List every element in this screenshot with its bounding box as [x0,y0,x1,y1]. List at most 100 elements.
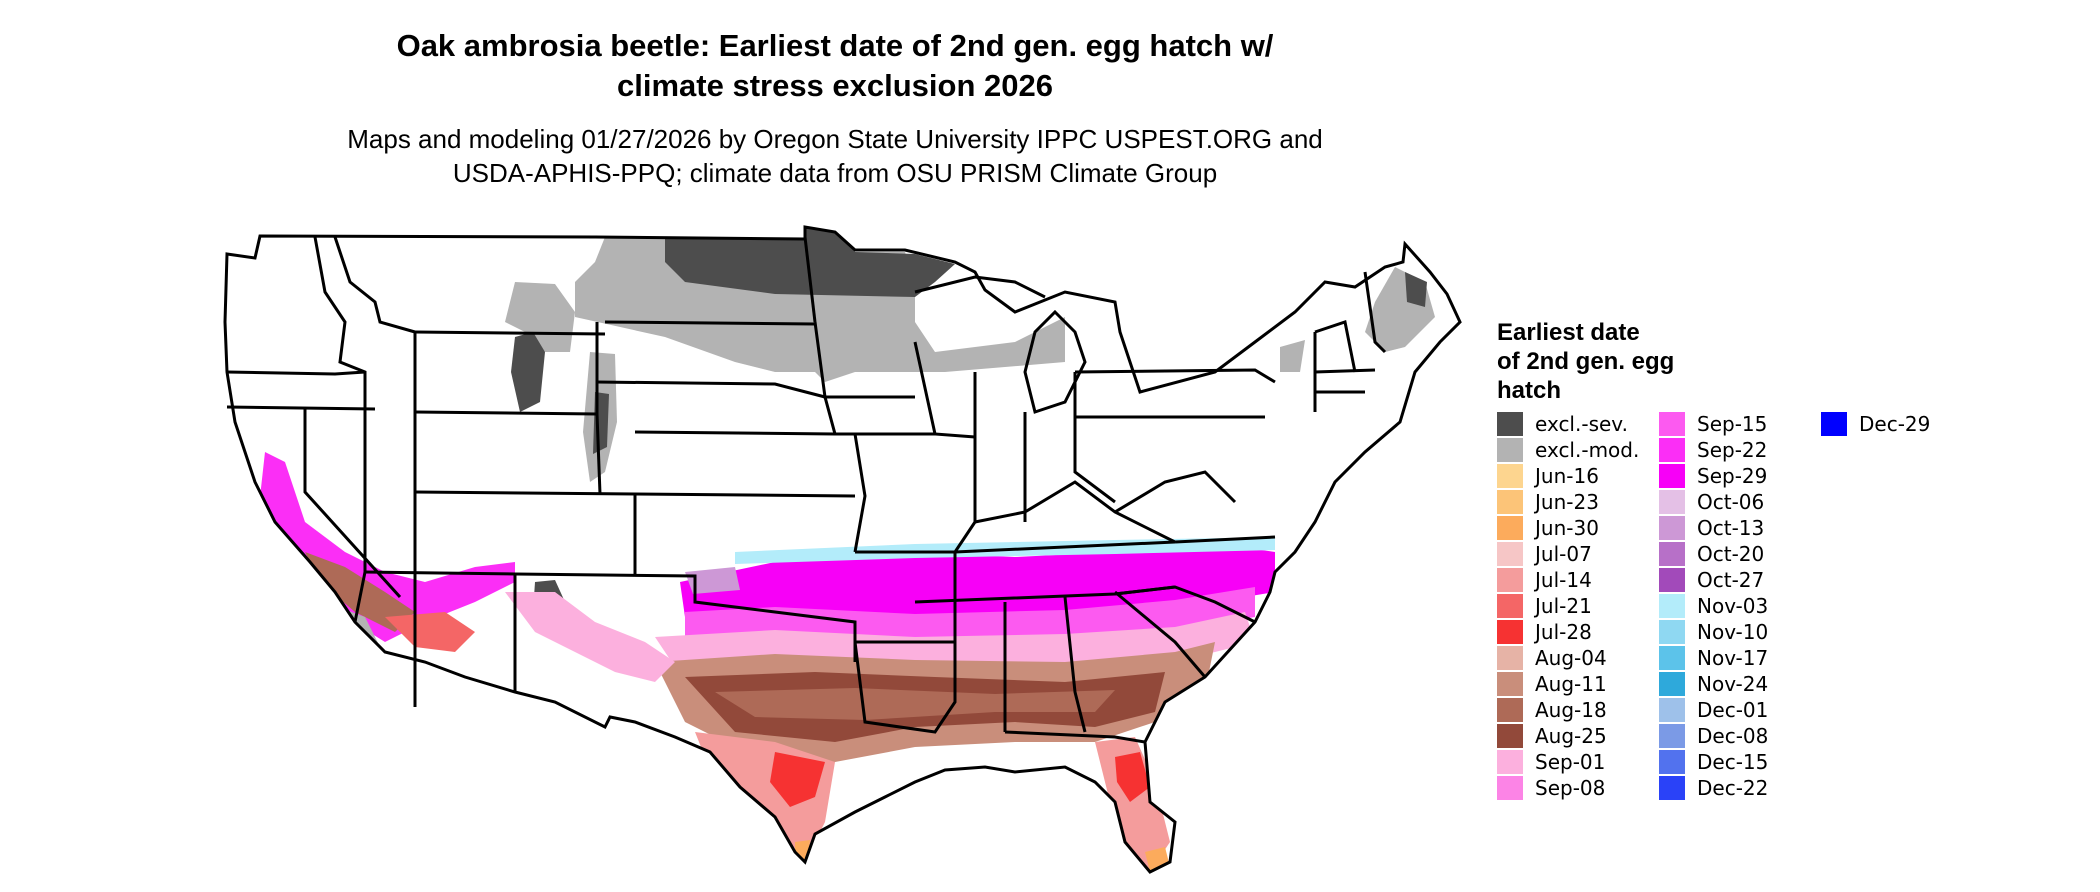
subtitle-line-1: Maps and modeling 01/27/2026 by Oregon S… [347,124,1323,154]
border-vt-nh [1314,320,1357,373]
legend-swatch [1659,776,1685,800]
legend-swatch [1659,490,1685,514]
legend-swatch [1497,724,1523,748]
border-oh-pa [1073,372,1116,504]
legend-label: Dec-29 [1859,412,1931,436]
legend-swatch [1497,620,1523,644]
legend-label: Dec-08 [1697,724,1769,748]
zone-excl-sev-wyoming [511,332,545,412]
legend-title-line: Earliest date [1497,319,1640,346]
border-ne-ks [634,430,836,436]
legend-swatch [1659,568,1685,592]
legend-swatch [1497,698,1523,722]
zone-sep-01-nm-texas [505,592,675,682]
zone-aug-18-region [715,688,1115,720]
legend-swatch [1659,516,1685,540]
border-ok-tx [514,572,857,662]
border-ky-tn [954,540,1176,554]
title-line-2: climate stress exclusion 2026 [617,68,1053,103]
zone-sep-22-california [260,452,515,642]
legend-swatch [1497,542,1523,566]
title-line-1: Oak ambrosia beetle: Earliest date of 2n… [396,28,1274,63]
border-wi-il [913,341,976,439]
border-wy-south [414,410,598,416]
legend-swatch [1659,698,1685,722]
legend-swatch [1659,620,1685,644]
legend-label: Jun-23 [1535,490,1599,514]
zone-jul-14-florida [1095,737,1170,872]
border-sd-ne [596,380,826,399]
legend-swatch [1497,776,1523,800]
border-ca-nv [303,409,402,599]
border-id-west [313,236,367,409]
legend-swatch [1497,438,1523,462]
legend-swatch [1659,438,1685,462]
legend-swatch [1659,464,1685,488]
border-wa-or [226,370,366,376]
border-mo-east [853,433,867,553]
legend-swatch [1659,750,1685,774]
border-nd-mn [803,236,817,323]
legend-label: excl.-sev. [1535,412,1628,436]
zone-excl-sev-colorado [593,392,609,454]
subtitle-line-2: USDA-APHIS-PPQ; climate data from OSU PR… [452,158,1218,188]
border-va-wv [1114,470,1237,514]
zone-excl-mod-ny [1280,340,1305,372]
legend-swatch [1497,516,1523,540]
zone-oct-13-patch [685,567,740,594]
state-borders [226,236,1387,744]
border-nc-sc [1114,585,1256,624]
legend-label: Jul-28 [1535,620,1592,644]
michigan-upper [914,275,1046,299]
border-pa-ny [1074,368,1276,384]
border-ma-ct [1314,368,1376,374]
border-nd-sd [604,320,816,326]
hatch-date-zones [260,227,1435,872]
border-ar [855,550,957,644]
legend-label: Jun-16 [1535,464,1599,488]
border-fl-north [1004,730,1146,744]
border-or-ca [226,405,376,411]
legend-label: Oct-13 [1697,516,1765,540]
zone-jul-28-texas-coast [770,752,825,807]
legend-label: Sep-29 [1697,464,1768,488]
zone-excl-sev-maine [1405,272,1427,307]
border-ks-ok [634,492,856,498]
legend-swatch [1497,672,1523,696]
zone-excl-sev-minnesota [665,227,955,297]
legend-swatch [1659,646,1685,670]
border-mt-south [414,330,606,336]
zone-jul-28-florida [1115,752,1150,802]
legend-label: Nov-03 [1697,594,1769,618]
legend-label: excl.-mod. [1535,438,1640,462]
legend-label: Oct-20 [1697,542,1765,566]
legend-swatch [1497,646,1523,670]
michigan-lower [1023,309,1087,414]
legend-label: Aug-11 [1535,672,1607,696]
legend-swatch [1659,724,1685,748]
legend-swatch [1497,568,1523,592]
legend-label: Jun-30 [1535,516,1599,540]
legend-label: Jul-14 [1535,568,1592,592]
legend-label: Dec-22 [1697,776,1769,800]
legend-label: Dec-01 [1697,698,1769,722]
legend-label: Nov-17 [1697,646,1769,670]
map-subtitle: Maps and modeling 01/27/2026 by Oregon S… [260,122,1410,190]
border-co-south [414,490,636,496]
border-south-ut-az [364,570,516,576]
legend-swatch [1821,412,1847,436]
legend-title: Earliest date of 2nd gen. egg hatch [1497,318,1737,405]
border-va-nc [1174,535,1276,544]
legend-title-line: of 2nd gen. egg [1497,348,1675,375]
legend-label: Sep-15 [1697,412,1768,436]
legend-label: Jul-07 [1535,542,1592,566]
legend-swatch [1659,672,1685,696]
conus-map [223,225,1462,874]
zone-jul-21-az-desert [385,612,475,652]
legend-swatch [1497,490,1523,514]
legend-label: Sep-08 [1535,776,1606,800]
legend-label: Dec-15 [1697,750,1769,774]
legend-label: Sep-01 [1535,750,1606,774]
border-nh-me [1363,271,1387,354]
legend-label: Sep-22 [1697,438,1768,462]
